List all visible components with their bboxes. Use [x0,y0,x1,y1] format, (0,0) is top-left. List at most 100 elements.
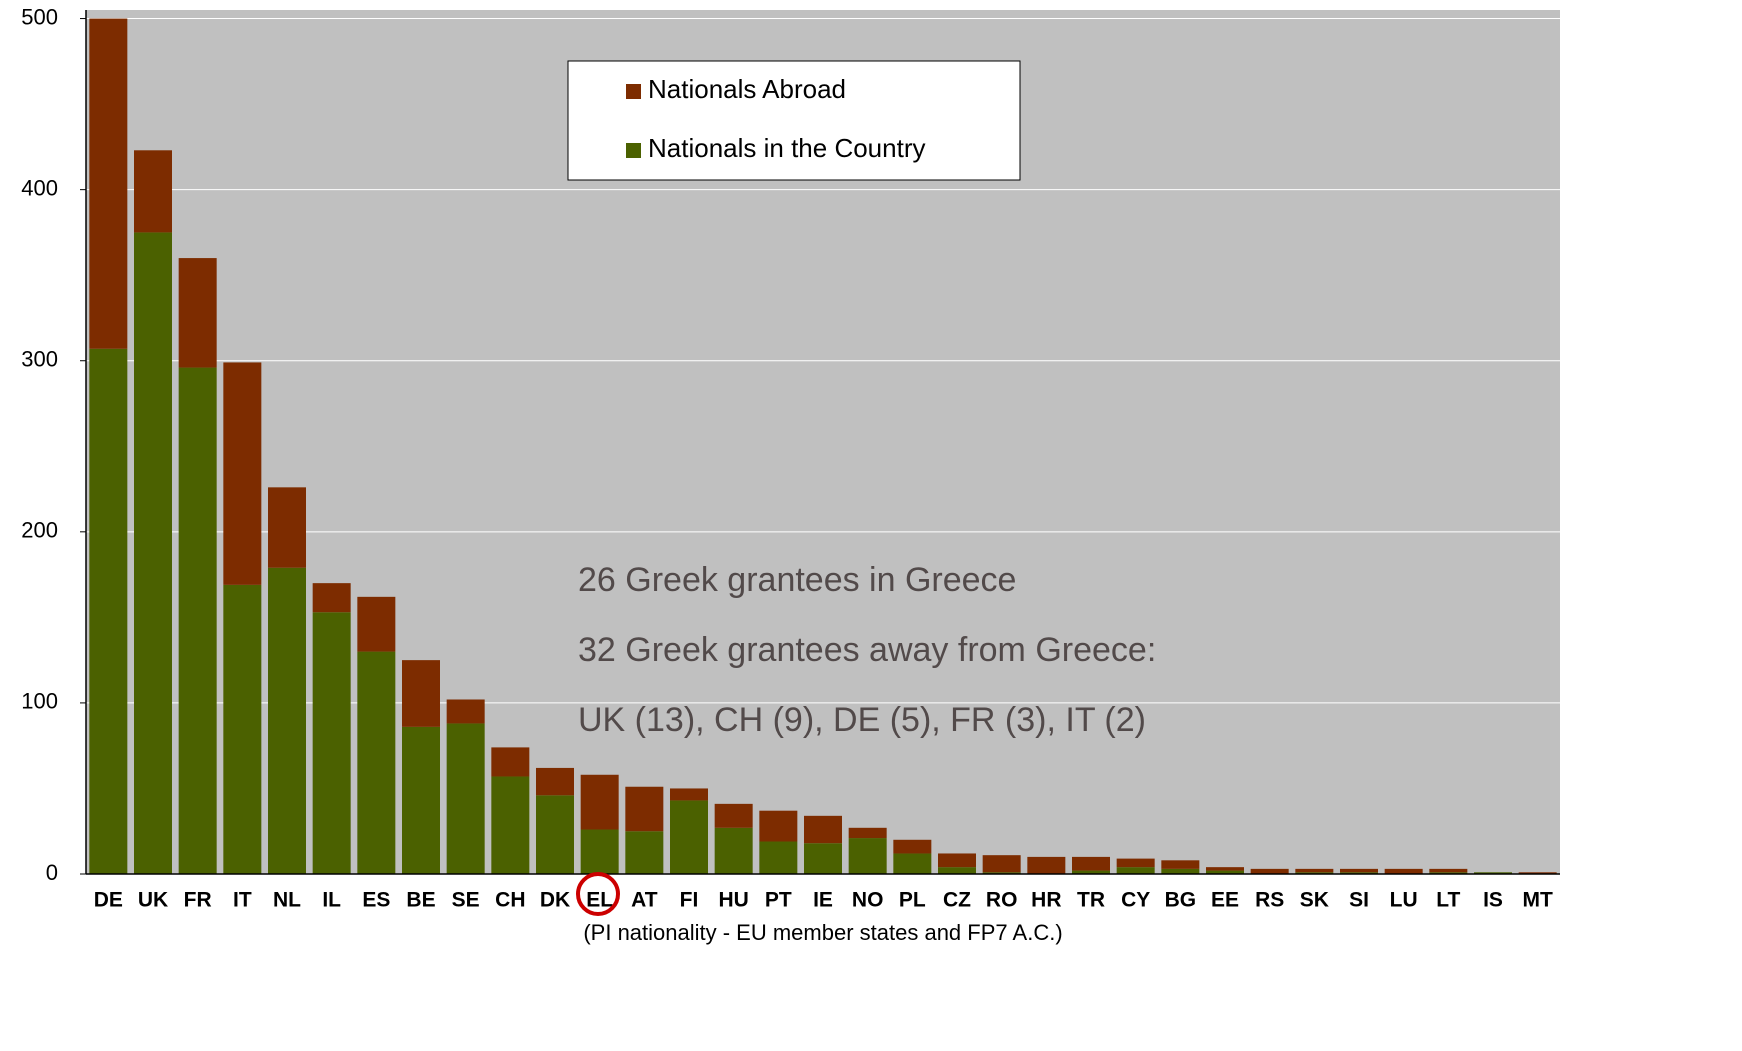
bar-segment [848,838,887,874]
bar-segment [1474,872,1512,874]
bar-segment [491,747,530,777]
x-ticks: DE UK FR IT NL IL ES BE SE CH DK EL AT FI HU PT IE NO PL CZ… [94,889,1553,912]
bar-segment [357,651,396,874]
x-tick-label: BE [406,889,435,912]
bar-segment [670,788,708,801]
bar-segment [536,767,574,796]
bar-segment [1518,872,1557,874]
x-tick-label: LT [1436,889,1460,912]
x-tick-label: SI [1349,889,1369,912]
x-tick-label: IE [813,889,833,912]
bar-segment [357,596,396,652]
x-tick-label: SK [1300,889,1329,912]
highlight-circle [576,872,620,916]
x-tick-label: EL [586,889,613,912]
bar-segment [1429,872,1468,874]
bar-segment [804,843,842,874]
bar-segment [223,584,262,874]
x-tick-label: DK [540,889,570,912]
bar-segment [1161,868,1200,874]
x-tick-label: FR [184,889,212,912]
bar-segment [938,853,976,868]
annotation: 32 Greek grantees away from Greece: [578,631,1156,669]
legend-swatch [626,84,641,99]
legend-box [567,60,1021,181]
bar-segment [402,660,440,727]
x-tick-label: UK [138,889,168,912]
bar-segment [1295,868,1334,873]
bars [89,18,1557,875]
x-tick-label: NO [852,889,884,912]
bar-segment [982,872,1021,874]
x-tick-label: FI [680,889,699,912]
x-tick-label: DE [94,889,123,912]
bar-segment [848,827,887,839]
bar-segment [134,150,172,233]
bar-segment [714,803,753,828]
legend-swatch [626,143,641,158]
bar-segment [1072,870,1110,874]
bar-segment [536,795,574,874]
bar-segment [89,348,128,874]
y-tick-label: 100 [21,689,58,714]
bar-segment [312,583,351,613]
x-tick-label: RS [1255,889,1284,912]
x-tick-label: MT [1523,889,1553,912]
x-tick-label: PL [899,889,926,912]
bar-segment [580,829,619,874]
x-tick-label: NL [273,889,301,912]
bar-segment [1250,868,1289,874]
annotation: UK (13), CH (9), DE (5), FR (3), IT (2) [578,701,1146,739]
legend-label: Nationals in the Country [648,133,925,163]
x-tick-label: ES [362,889,390,912]
x-tick-label: IL [322,889,341,912]
bar-segment [402,726,440,874]
x-tick-label: SE [452,889,480,912]
x-tick-label: AT [631,889,658,912]
x-tick-label: CH [495,889,525,912]
bar-segment [1116,867,1155,874]
grid: 0 100 200 300 400 500 [21,4,1560,885]
bar-segment [223,362,262,585]
bar-segment [1206,867,1244,871]
bar-segment [982,855,1021,873]
x-tick-label: EE [1211,889,1239,912]
bar-segment [491,776,530,874]
x-tick-label: RO [986,889,1018,912]
bar-segment [893,839,932,854]
bar-segment [1295,872,1334,874]
bar-segment [670,800,708,874]
bar-segment [893,853,932,874]
bar-segment [580,774,619,830]
annotations: 26 Greek grantees in Greece 32 Greek gran… [578,561,1156,739]
bar-segment [312,612,351,874]
bar-segment [1384,868,1423,874]
x-tick-label: IT [233,889,252,912]
x-tick-label: TR [1077,889,1105,912]
x-tick-label: BG [1165,889,1197,912]
bar-segment [1206,870,1244,874]
x-axis-label: (PI nationality - EU member states and F… [583,920,1062,945]
bar-segment [446,699,485,724]
bar-segment [268,567,306,874]
bar-segment [134,232,172,875]
legend-label: Nationals Abroad [648,74,846,104]
y-tick-label: 200 [21,518,58,543]
y-tick-label: 400 [21,175,58,200]
bar-segment [1340,872,1378,874]
bar-segment [625,786,664,832]
bar-segment [759,810,798,842]
bar-segment [1429,868,1468,873]
bar-segment [938,867,976,874]
bar-segment [804,815,842,844]
bar-segment [178,367,217,874]
x-tick-label: CY [1121,889,1150,912]
y-tick-label: 0 [46,860,58,885]
bar-segment [1072,856,1110,871]
bar-segment [1161,860,1200,869]
bar-segment [1116,858,1155,868]
bar-segment [446,723,485,874]
x-tick-label: CZ [943,889,971,912]
bar-segment [1340,868,1378,873]
y-tick-label: 300 [21,347,58,372]
